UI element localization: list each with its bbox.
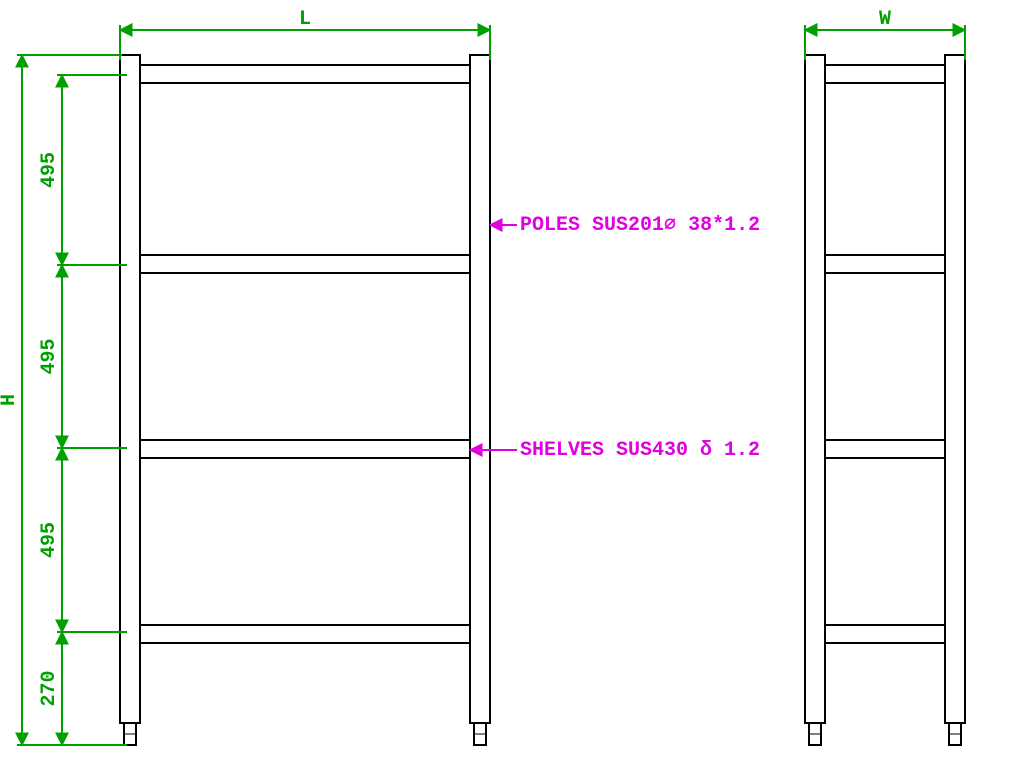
shelf-4 xyxy=(825,625,945,643)
shelf-1 xyxy=(825,65,945,83)
engineering-drawing: L W H 495 495 495 270 POLES SUS201⌀ 38*1.2 SHEL… xyxy=(0,0,1010,758)
front-elevation xyxy=(120,55,490,745)
side-elevation xyxy=(805,55,965,745)
dim-label-spacing-2: 495 xyxy=(38,522,61,558)
pole-left xyxy=(805,55,825,723)
pole-right xyxy=(470,55,490,723)
dim-label-H: H xyxy=(0,394,21,406)
pole-left xyxy=(120,55,140,723)
pole-right xyxy=(945,55,965,723)
callouts: POLES SUS201⌀ 38*1.2 SHELVES SUS430 δ 1.2 xyxy=(470,214,760,462)
shelf-1 xyxy=(140,65,470,83)
dimensions: L W H 495 495 495 270 xyxy=(0,8,965,745)
shelf-4 xyxy=(140,625,470,643)
shelf-3 xyxy=(140,440,470,458)
shelf-3 xyxy=(825,440,945,458)
dim-label-L: L xyxy=(299,8,311,31)
dim-label-spacing-3: 270 xyxy=(38,670,61,706)
dim-label-spacing-0: 495 xyxy=(38,152,61,188)
dim-label-spacing-1: 495 xyxy=(38,338,61,374)
shelf-2 xyxy=(825,255,945,273)
callout-poles-label: POLES SUS201⌀ 38*1.2 xyxy=(520,214,760,237)
callout-shelves-label: SHELVES SUS430 δ 1.2 xyxy=(520,439,760,462)
shelf-2 xyxy=(140,255,470,273)
dim-label-W: W xyxy=(879,8,891,31)
